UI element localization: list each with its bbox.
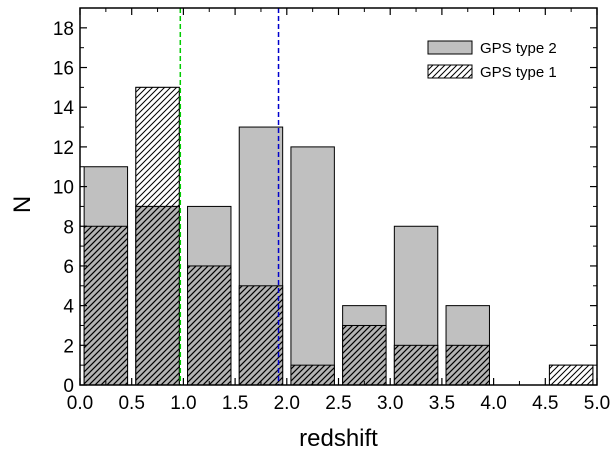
x-tick-label: 2.0 [274,393,300,414]
y-tick-label: 16 [53,59,74,80]
x-tick-label: 4.0 [480,393,506,414]
x-tick-label: 3.5 [429,393,455,414]
y-axis-title: N [9,196,36,213]
x-tick-label: 4.5 [532,393,558,414]
legend-label-gps-type-2: GPS type 2 [480,40,557,57]
y-tick-label: 8 [63,217,74,238]
bar-gps-type-1-upper [135,86,180,207]
y-tick-label: 18 [53,19,74,40]
x-tick-label: 3.0 [377,393,403,414]
bars-layer [83,86,594,386]
reference-lines [179,8,280,385]
axis-ticks: 0.0 0.5 1.0 1.5 2.0 2.5 3.0 3.5 4.0 4.5 5.0 0 2 4 6 8 10… [53,8,610,414]
y-tick-label: 2 [63,336,74,357]
y-tick-label: 0 [63,376,74,397]
y-tick-label: 10 [53,178,74,199]
x-tick-label: 0.0 [67,393,93,414]
bar-gps-type-1 [187,265,232,386]
x-tick-label: 2.5 [325,393,351,414]
bar-gps-type-1 [342,324,387,386]
y-tick-label: 12 [53,138,74,159]
x-tick-label: 0.5 [118,393,144,414]
y-tick-label: 4 [63,297,74,318]
y-tick-label: 6 [63,257,74,278]
legend-swatch-gps-type-2 [427,40,473,55]
bar-gps-type-1 [393,344,439,386]
y-tick-label: 14 [53,98,75,119]
x-tick-label: 1.0 [170,393,196,414]
legend: GPS type 2 GPS type 1 [427,40,557,81]
x-axis-title: redshift [299,425,378,452]
x-tick-label: 5.0 [584,393,610,414]
x-tick-label: 1.5 [222,393,248,414]
bar-gps-type-1 [238,285,284,386]
bar-gps-type-1 [445,344,490,386]
bar-gps-type-1 [83,225,129,386]
legend-swatch-gps-type-1 [427,64,473,79]
bar-gps-type-2 [290,146,335,386]
legend-label-gps-type-1: GPS type 1 [480,64,557,81]
bar-gps-type-1-lower [135,205,180,386]
